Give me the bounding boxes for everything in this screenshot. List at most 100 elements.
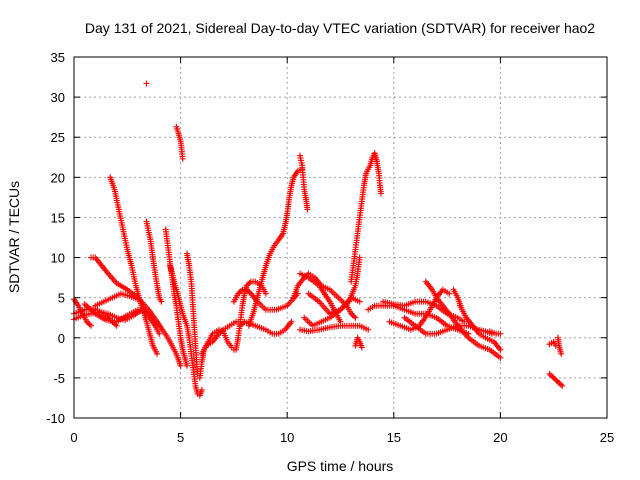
data-point [143, 80, 150, 87]
data-point [177, 362, 184, 369]
series-arc-13 [183, 250, 201, 377]
series-arc-39 [546, 370, 566, 389]
y-tick-label: 0 [58, 331, 65, 346]
data-point [558, 350, 565, 357]
data-point [183, 362, 190, 369]
data-point [351, 313, 358, 320]
y-tick-label: -5 [53, 371, 65, 386]
series-arc-36 [486, 328, 504, 337]
data-point [88, 322, 95, 329]
data-point [262, 290, 269, 297]
data-points [71, 80, 566, 399]
data-point [236, 289, 243, 296]
series-arc-23 [301, 254, 363, 329]
data-point [554, 378, 561, 385]
series-arc-6 [92, 290, 141, 309]
series-arc-35 [456, 302, 463, 309]
data-point [288, 318, 295, 325]
data-point [446, 290, 453, 297]
x-tick-label: 0 [70, 430, 77, 445]
data-point [378, 190, 385, 197]
data-point [497, 346, 504, 353]
chart-title: Day 131 of 2021, Sidereal Day-to-day VTE… [85, 20, 595, 36]
x-tick-label: 20 [493, 430, 507, 445]
data-point [356, 254, 363, 261]
series-arc-22 [296, 322, 372, 335]
data-point [246, 289, 253, 296]
data-point [83, 318, 90, 325]
data-point [358, 344, 365, 351]
x-tick-label: 10 [280, 430, 294, 445]
series-arc-10 [173, 123, 186, 162]
series-arc-27 [352, 334, 365, 351]
data-point [237, 322, 244, 329]
data-point [238, 287, 245, 294]
data-point [553, 377, 560, 384]
x-tick-label: 5 [177, 430, 184, 445]
series-arc-5 [81, 301, 150, 325]
series-arc-25 [305, 290, 363, 317]
series-arc-20 [296, 152, 311, 213]
series-arc-12 [166, 262, 205, 399]
data-point [245, 281, 252, 288]
data-point [356, 298, 363, 305]
series-arc-7 [107, 174, 161, 357]
data-point [198, 386, 205, 393]
x-axis-label: GPS time / hours [287, 458, 394, 474]
data-point [215, 330, 222, 337]
series-arc-28 [371, 150, 385, 197]
data-point [550, 374, 557, 381]
data-point [86, 321, 93, 328]
data-point [217, 329, 224, 336]
y-axis-label: SDTVAR / TECUs [6, 181, 22, 293]
data-point [546, 370, 553, 377]
data-point [238, 321, 245, 328]
data-point [547, 372, 554, 379]
data-point [352, 314, 359, 321]
x-axis-tick-labels: 0 5 10 15 20 25 [70, 430, 614, 445]
x-tick-label: 25 [600, 430, 614, 445]
data-point [365, 326, 372, 333]
data-point [179, 155, 186, 162]
y-tick-label: -10 [46, 411, 65, 426]
data-point [497, 330, 504, 337]
series-arc-38 [554, 334, 565, 357]
data-point [243, 286, 250, 293]
series-arc-9 [143, 80, 150, 87]
data-point [235, 290, 242, 297]
data-point [218, 328, 225, 335]
series-arc-8 [143, 218, 165, 305]
series-arc-4 [88, 254, 184, 369]
series-arc-16 [233, 278, 269, 353]
series-arc-19 [245, 166, 306, 329]
data-point [497, 354, 504, 361]
data-point [85, 320, 92, 327]
data-point [304, 206, 311, 213]
y-tick-label: 10 [51, 251, 65, 266]
data-point [245, 287, 252, 294]
x-tick-label: 15 [387, 430, 401, 445]
series-arc-34 [450, 286, 504, 353]
series-arc-26 [348, 150, 380, 285]
data-point [112, 321, 119, 328]
data-point [549, 373, 556, 380]
data-point [557, 381, 564, 388]
data-point [158, 298, 165, 305]
series-arc-33 [422, 278, 504, 361]
data-point [154, 350, 161, 357]
y-axis-tick-labels: -10 -5 0 5 10 15 20 25 30 35 [46, 50, 65, 426]
data-point [552, 376, 559, 383]
data-point [556, 380, 563, 387]
y-tick-label: 25 [51, 130, 65, 145]
data-point [246, 279, 253, 286]
data-point [337, 318, 344, 325]
series-arc-18 [237, 318, 295, 337]
y-tick-label: 15 [51, 210, 65, 225]
data-point [456, 302, 463, 309]
data-point [559, 382, 566, 389]
data-point [156, 330, 163, 337]
y-tick-label: 35 [51, 50, 65, 65]
data-point [349, 312, 356, 319]
